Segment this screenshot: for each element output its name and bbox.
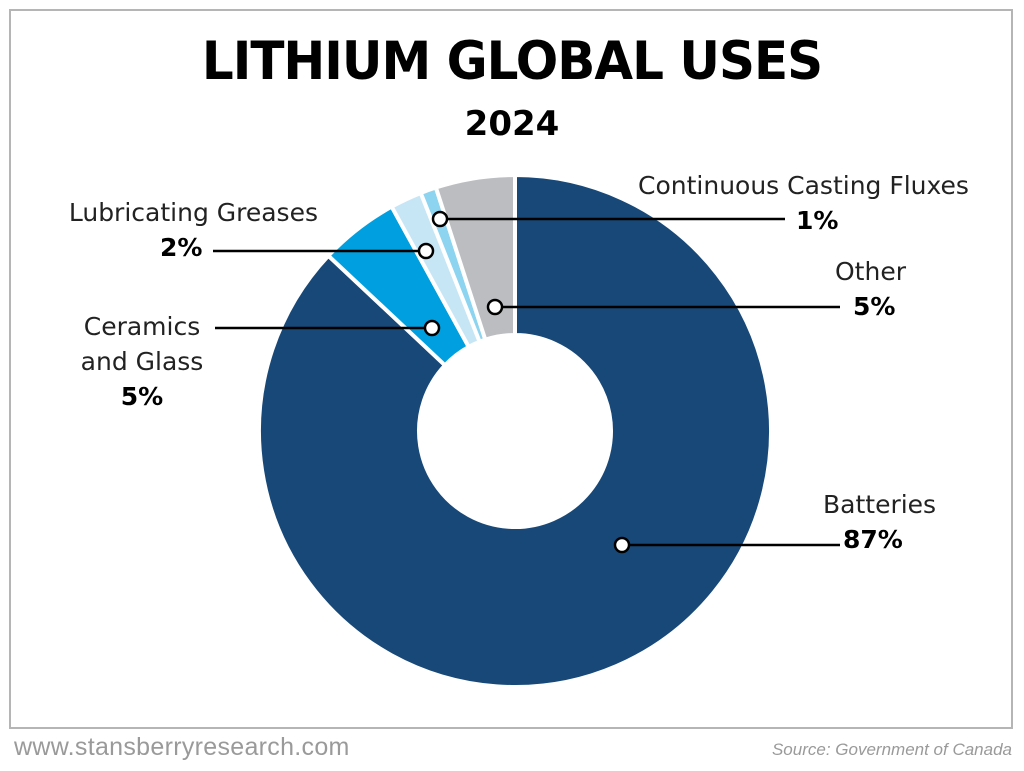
label-greases-value: 2% — [160, 233, 203, 262]
label-greases-name: Lubricating Greases — [68, 198, 318, 227]
leader-marker-4 — [486, 298, 504, 316]
leader-marker-2 — [417, 242, 435, 260]
label-other-name: Other — [835, 257, 906, 286]
label-batteries-value: 87% — [843, 525, 903, 554]
label-fluxes-name: Continuous Casting Fluxes — [638, 171, 969, 200]
label-ceramics-value: 5% — [120, 382, 164, 411]
label-ceramics-name-2: and Glass — [80, 347, 204, 376]
chart-title: LITHIUM GLOBAL USES — [201, 30, 823, 92]
label-other-value: 5% — [853, 292, 896, 321]
label-fluxes: Continuous Casting Fluxes 1% — [638, 168, 969, 238]
leader-marker-3 — [431, 210, 449, 228]
leader-marker-1 — [423, 319, 441, 337]
label-ceramics: Ceramics and Glass 5% — [72, 309, 212, 414]
website-link[interactable]: www.stansberryresearch.com — [14, 733, 350, 761]
source-note: Source: Government of Canada — [771, 740, 1012, 759]
label-fluxes-value: 1% — [796, 206, 839, 235]
label-batteries: Batteries 87% — [823, 487, 936, 557]
label-ceramics-name-1: Ceramics — [83, 312, 201, 341]
slice-batteries — [257, 172, 773, 689]
slice-other — [433, 172, 517, 343]
label-greases: Lubricating Greases 2% — [46, 195, 318, 265]
chart-subtitle: 2024 — [464, 104, 560, 144]
leader-marker-0 — [613, 536, 631, 554]
chart-frame — [9, 9, 1013, 729]
label-other: Other 5% — [835, 254, 906, 324]
label-batteries-name: Batteries — [823, 490, 937, 519]
